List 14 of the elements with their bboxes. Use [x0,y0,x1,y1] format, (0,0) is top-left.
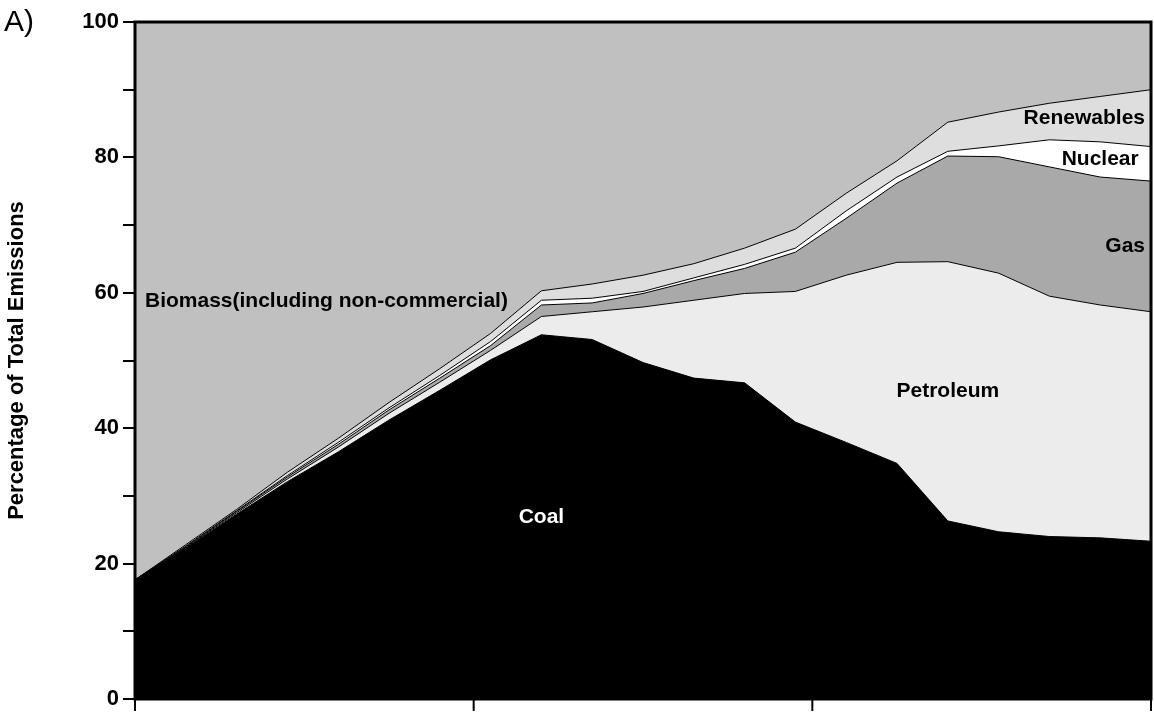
y-tick-label: 100 [82,8,119,34]
y-tick-label: 60 [94,278,119,304]
series-label: Gas [1105,233,1145,257]
y-axis-title: Percentage of Total Emissions [3,201,29,520]
y-tick-label: 0 [106,685,119,711]
series-label: Petroleum [896,378,1000,402]
series-label: Nuclear [1061,146,1139,170]
series-label: Coal [518,503,565,527]
y-tick-label: 20 [94,549,119,575]
y-tick-label: 40 [94,414,119,440]
series-label: Biomass(including non-commercial) [145,287,508,311]
y-tick-label: 80 [94,143,119,169]
text: A) [4,4,34,38]
series-label: Renewables [1023,104,1145,128]
